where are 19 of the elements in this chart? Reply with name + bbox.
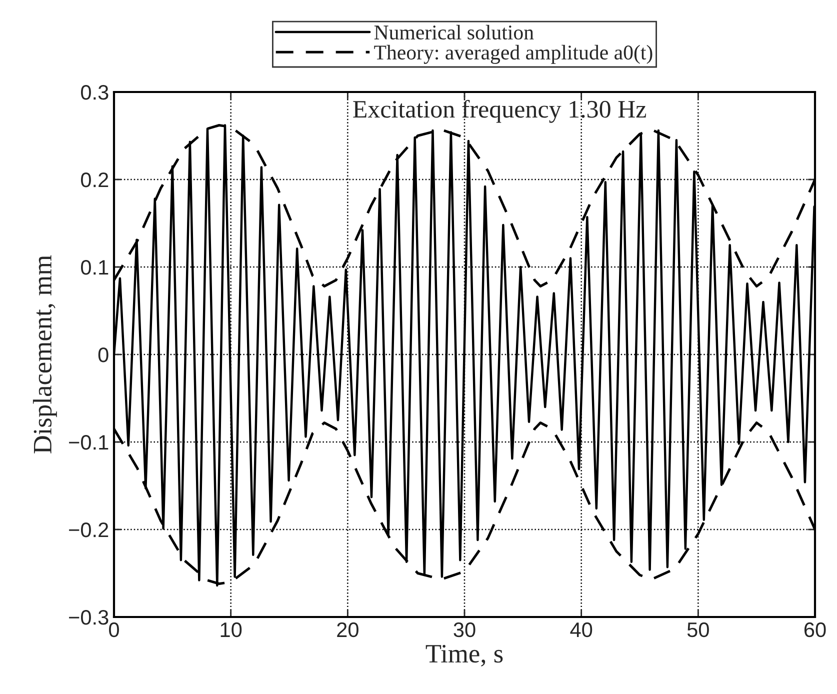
annotation: Excitation frequency 1.30 Hz: [353, 100, 646, 123]
x-tick-label: 20: [337, 622, 358, 638]
x-tick-label: 10: [220, 622, 242, 638]
y-tick-label: 0.1: [80, 260, 108, 275]
y-tick-label: 0.2: [80, 172, 108, 188]
legend-label: Theory: averaged amplitude a0(t): [374, 44, 652, 64]
y-tick-label: 0: [98, 348, 108, 362]
x-axis-title: Time, s: [426, 644, 503, 666]
y-axis-title: Displacement, mm: [32, 255, 57, 454]
y-tick-label: −0.3: [69, 610, 108, 625]
x-tick-label: 40: [570, 622, 592, 638]
x-tick-label: 30: [454, 622, 476, 638]
x-tick-label: 60: [804, 622, 826, 638]
legend-label: Numerical solution: [374, 24, 534, 40]
x-tick-label: 0: [109, 622, 119, 638]
y-tick-label: −0.2: [69, 522, 108, 538]
x-tick-label: 50: [687, 622, 709, 638]
y-tick-label: −0.1: [69, 435, 108, 450]
y-tick-label: 0.3: [80, 85, 108, 100]
